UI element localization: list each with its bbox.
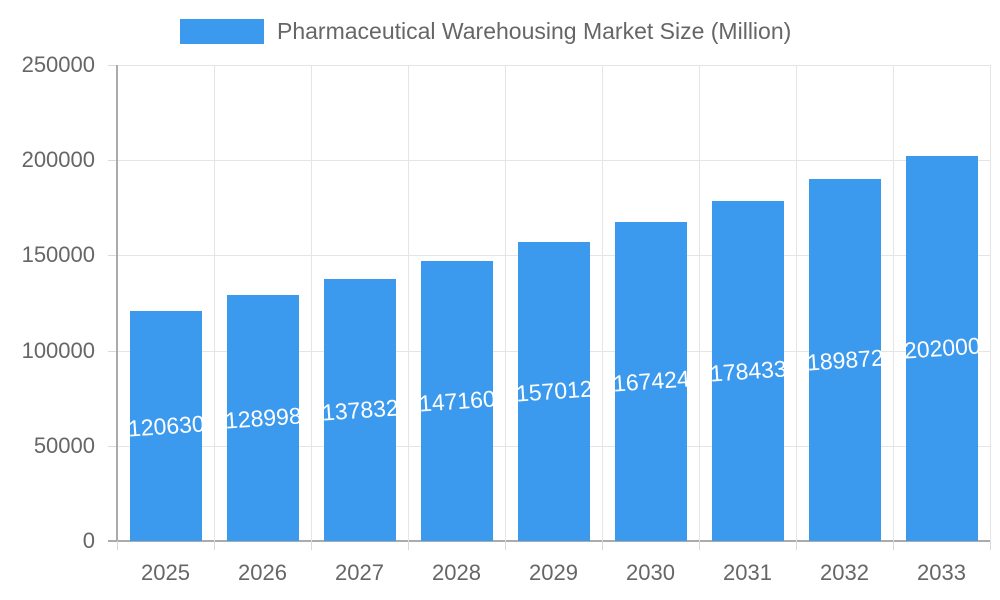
bar-value-label: 157012: [514, 375, 594, 407]
x-tick-label: 2029: [529, 560, 578, 585]
gridline-horizontal: [117, 160, 990, 161]
y-axis-tick: [108, 65, 117, 66]
y-tick-label: 50000: [33, 433, 95, 458]
gridline-vertical: [699, 65, 700, 541]
x-axis-line: [108, 540, 990, 542]
x-tick-label: 2030: [626, 560, 675, 585]
y-axis-tick: [108, 160, 117, 161]
bar[interactable]: 157012: [514, 242, 594, 541]
x-tick-label: 2032: [820, 560, 869, 585]
y-tick-label: 200000: [21, 147, 95, 172]
gridline-vertical: [505, 65, 506, 541]
gridline-vertical: [990, 65, 991, 541]
bar-value-label: 147160: [417, 384, 497, 417]
x-axis-tick: [796, 541, 797, 550]
bar[interactable]: 202000: [902, 156, 982, 541]
x-axis-tick: [408, 541, 409, 550]
y-axis-tick: [108, 351, 117, 352]
x-tick-label: 2027: [335, 560, 384, 585]
gridline-vertical: [796, 65, 797, 541]
y-axis-tick: [108, 446, 117, 447]
legend-swatch: [180, 18, 264, 44]
x-axis-tick: [117, 541, 118, 550]
gridline-vertical: [602, 65, 603, 541]
y-tick-label: 250000: [21, 52, 95, 77]
bar[interactable]: 147160: [417, 261, 497, 541]
x-axis-tick: [602, 541, 603, 550]
bar-value-label: 178433: [708, 354, 788, 387]
y-axis-line: [116, 65, 118, 541]
y-tick-label: 150000: [21, 242, 95, 267]
x-axis-tick: [311, 541, 312, 550]
gridline-vertical: [214, 65, 215, 541]
y-tick-label: 100000: [21, 338, 95, 363]
gridline-vertical: [893, 65, 894, 541]
bar-value-label: 120630: [126, 409, 206, 442]
bar-value-label: 189872: [805, 343, 885, 376]
gridline-vertical: [311, 65, 312, 541]
legend-title: Pharmaceutical Warehousing Market Size (…: [277, 18, 792, 44]
x-tick-label: 2026: [238, 560, 287, 585]
x-tick-label: 2028: [432, 560, 481, 585]
x-axis-tick: [699, 541, 700, 550]
bar[interactable]: 128998: [223, 295, 303, 541]
bar[interactable]: 178433: [708, 201, 788, 541]
x-tick-label: 2033: [917, 560, 966, 585]
bar-value-label: 128998: [223, 401, 303, 434]
x-axis-tick: [990, 541, 991, 550]
x-axis-tick: [505, 541, 506, 550]
bar-value-label: 137832: [320, 393, 400, 426]
legend-item[interactable]: Pharmaceutical Warehousing Market Size (…: [180, 18, 791, 44]
bar-value-label: 167424: [611, 365, 691, 397]
gridline-vertical: [408, 65, 409, 541]
bar[interactable]: 137832: [320, 279, 400, 541]
y-tick-label: 0: [82, 528, 95, 553]
x-tick-label: 2031: [723, 560, 772, 585]
bar[interactable]: 189872: [805, 179, 885, 541]
y-axis-tick: [108, 255, 117, 256]
bar[interactable]: 167424: [611, 222, 691, 541]
bar[interactable]: 120630: [126, 311, 206, 541]
gridline-horizontal: [117, 65, 990, 66]
x-axis-tick: [214, 541, 215, 550]
x-tick-label: 2025: [141, 560, 190, 585]
bar-value-label: 202000: [902, 332, 982, 364]
x-axis-tick: [893, 541, 894, 550]
